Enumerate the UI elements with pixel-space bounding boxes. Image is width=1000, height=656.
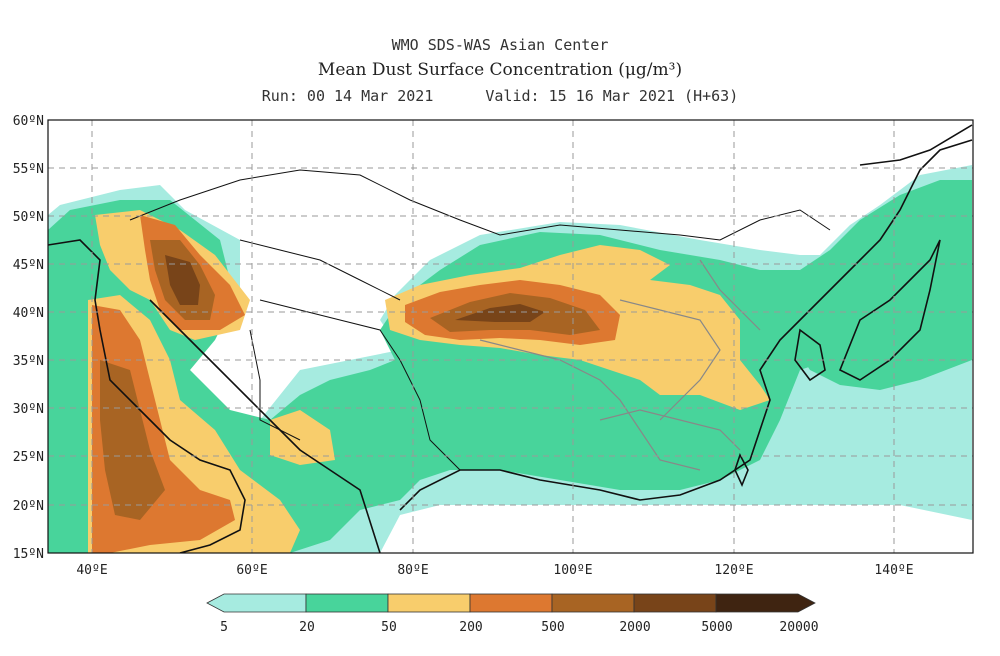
colorbar-segment — [305, 593, 389, 613]
lat-label: 35ºN — [13, 354, 44, 369]
dust-level-500-2000-arabia — [100, 360, 165, 520]
colorbar-segment — [633, 593, 717, 613]
lon-label: 60ºE — [236, 563, 267, 578]
lat-label: 45ºN — [13, 258, 44, 273]
dust-level-2000-5000-taklimakan — [455, 304, 545, 322]
lon-label: 80ºE — [397, 563, 428, 578]
lon-label: 40ºE — [76, 563, 107, 578]
province-borders — [479, 259, 761, 471]
colorbar-label: 2000 — [619, 620, 650, 635]
lon-label: 140ºE — [874, 563, 913, 578]
colorbar-segment — [715, 593, 816, 613]
colorbar-label: 5000 — [701, 620, 732, 635]
dust-level-20-50-sea — [790, 290, 972, 390]
colorbar-segment — [469, 593, 553, 613]
title-product: Mean Dust Surface Concentration (μg/m³) — [317, 60, 683, 80]
map-frame — [47, 119, 974, 554]
dust-level-50-200-india — [270, 410, 335, 465]
lat-label: 55ºN — [13, 162, 44, 177]
lat-label: 50ºN — [13, 210, 44, 225]
colorbar-label: 500 — [541, 620, 564, 635]
lat-label: 20ºN — [13, 499, 44, 514]
title-run-valid: Run: 00 14 Mar 2021 Valid: 15 16 Mar 2021… — [0, 87, 1000, 105]
colorbar-segment — [551, 593, 635, 613]
colorbar — [206, 593, 816, 613]
colorbar-label: 200 — [459, 620, 482, 635]
colorbar-label: 5 — [220, 620, 228, 635]
title-organization: WMO SDS-WAS Asian Center — [391, 36, 609, 54]
lon-label: 100ºE — [553, 563, 592, 578]
dust-level-2000-5000 — [165, 255, 200, 305]
lon-label: 120ºE — [714, 563, 753, 578]
coastlines — [48, 124, 973, 553]
lat-label: 25ºN — [13, 450, 44, 465]
lat-label: 40ºN — [13, 306, 44, 321]
colorbar-segment — [206, 593, 307, 613]
colorbar-label: 50 — [381, 620, 397, 635]
lat-label: 15ºN — [13, 547, 44, 562]
colorbar-label: 20 — [299, 620, 315, 635]
colorbar-segment — [387, 593, 471, 613]
lat-label: 30ºN — [13, 402, 44, 417]
dust-level-20-50 — [48, 180, 972, 553]
colorbar-labels: 5 20 50 200 500 2000 5000 20000 — [220, 620, 818, 635]
valid-time: Valid: 15 16 Mar 2021 (H+63) — [485, 87, 739, 105]
run-time: Run: 00 14 Mar 2021 — [261, 87, 434, 105]
gridlines — [48, 120, 973, 553]
colorbar-label: 20000 — [779, 620, 818, 635]
lat-label: 60ºN — [13, 114, 44, 129]
latitude-labels: 60ºN 55ºN 50ºN 45ºN 40ºN 35ºN 30ºN 25ºN … — [13, 114, 44, 562]
longitude-labels: 40ºE 60ºE 80ºE 100ºE 120ºE 140ºE — [76, 563, 913, 578]
